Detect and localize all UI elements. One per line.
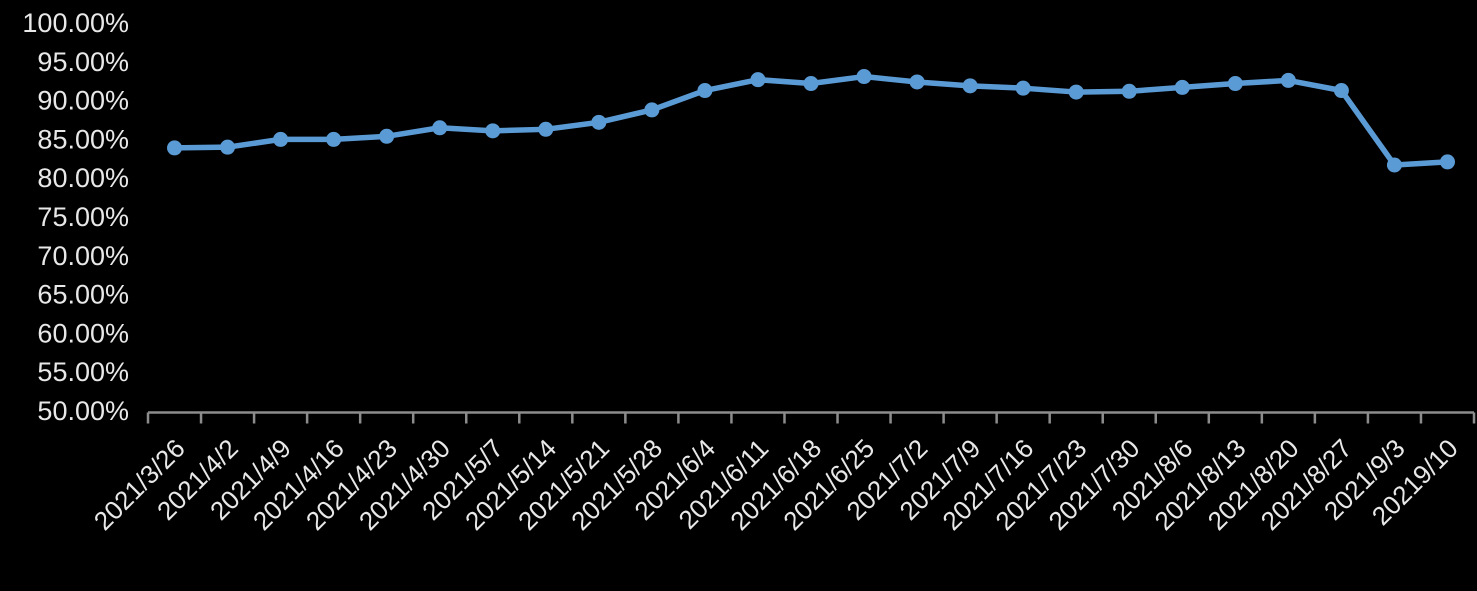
data-point-marker: [379, 128, 395, 144]
data-point-marker: [485, 123, 501, 139]
y-axis-tick-label: 80.00%: [37, 163, 129, 193]
y-axis-tick-label: 95.00%: [37, 47, 129, 77]
data-point-marker: [644, 102, 660, 118]
y-axis-tick-label: 85.00%: [37, 124, 129, 154]
y-axis-tick-label: 75.00%: [37, 202, 129, 232]
data-point-marker: [1333, 83, 1349, 99]
data-point-marker: [697, 83, 713, 99]
y-axis-tick-label: 70.00%: [37, 241, 129, 271]
data-point-marker: [909, 74, 925, 90]
y-axis-tick-label: 60.00%: [37, 318, 129, 348]
data-point-marker: [1174, 79, 1190, 95]
data-point-marker: [1227, 76, 1243, 92]
y-axis-tick-label: 90.00%: [37, 86, 129, 116]
y-axis-tick-label: 65.00%: [37, 280, 129, 310]
data-point-marker: [167, 140, 183, 156]
y-axis-tick-label: 50.00%: [37, 396, 129, 426]
data-point-marker: [962, 78, 978, 94]
y-axis-tick-label: 55.00%: [37, 357, 129, 387]
data-point-marker: [803, 76, 819, 92]
data-point-marker: [432, 120, 448, 136]
data-point-marker: [856, 69, 872, 85]
data-point-marker: [1386, 157, 1402, 173]
data-point-marker: [1280, 72, 1296, 88]
data-point-marker: [326, 131, 342, 147]
data-point-marker: [1015, 80, 1031, 96]
data-point-marker: [273, 131, 289, 147]
data-point-marker: [591, 114, 607, 130]
data-point-marker: [750, 72, 766, 88]
data-point-marker: [1439, 154, 1455, 170]
y-axis-tick-label: 100.00%: [22, 8, 129, 38]
data-point-marker: [538, 121, 554, 137]
data-point-marker: [1121, 83, 1137, 99]
data-point-marker: [1068, 84, 1084, 100]
data-point-marker: [220, 139, 236, 155]
